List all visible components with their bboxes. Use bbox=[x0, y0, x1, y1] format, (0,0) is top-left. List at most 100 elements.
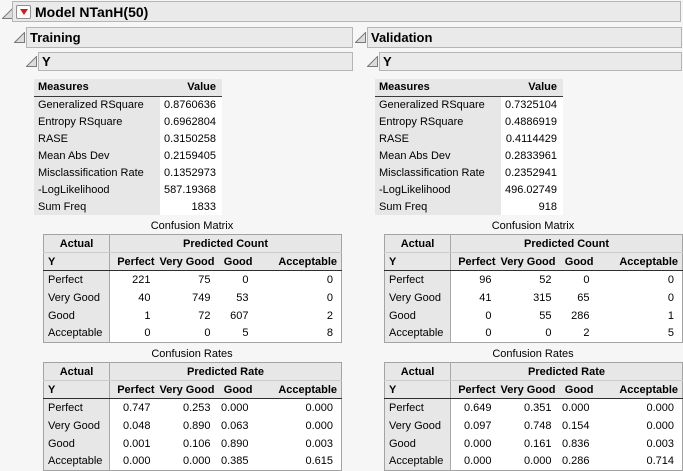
actual-category-label: Very Good bbox=[43, 288, 110, 307]
measures-row: RASE 0.3150258 bbox=[34, 130, 222, 147]
cell-value: 749 bbox=[158, 288, 219, 307]
predicted-span-header: Predicted Count bbox=[108, 234, 342, 253]
confusion-matrix-table: Actual Predicted Count Y Perfect Very Good Go… bbox=[384, 234, 683, 343]
measures-row: Sum Freq 918 bbox=[375, 198, 563, 215]
measures-row: Generalized RSquare 0.7325104 bbox=[375, 96, 563, 113]
measures-row: Mean Abs Dev 0.2833961 bbox=[375, 147, 563, 164]
actual-category-label: Very Good bbox=[43, 416, 110, 435]
category-column-header: Perfect bbox=[450, 252, 500, 271]
cell-value: 0.000 bbox=[559, 398, 598, 417]
measure-name: Mean Abs Dev bbox=[34, 147, 160, 164]
cell-value: 0.000 bbox=[450, 452, 500, 471]
confusion-row: Acceptable 0 0 2 5 bbox=[384, 324, 683, 343]
cell-value: 0.890 bbox=[158, 416, 219, 435]
measure-name: Entropy RSquare bbox=[34, 113, 160, 130]
measure-name: -LogLikelihood bbox=[34, 181, 160, 198]
actual-predicted-header-row: Actual Predicted Rate bbox=[43, 362, 342, 381]
training-content: Y Measures Value Generalized RSquare 0.8760… bbox=[14, 52, 353, 471]
cell-value: 0 bbox=[256, 270, 342, 289]
validation-title: Validation bbox=[371, 30, 433, 45]
confusion-row: Perfect 221 75 0 0 bbox=[43, 270, 342, 289]
cell-value: 607 bbox=[218, 306, 257, 325]
disclosure-triangle-icon[interactable] bbox=[14, 32, 26, 44]
cell-value: 0.003 bbox=[597, 434, 683, 453]
disclosure-triangle-icon[interactable] bbox=[26, 56, 38, 68]
category-header-row: Y Perfect Very Good Good Acceptable bbox=[384, 252, 683, 271]
cell-value: 0.000 bbox=[256, 398, 342, 417]
cell-value: 0.748 bbox=[499, 416, 560, 435]
measures-row: Entropy RSquare 0.6962804 bbox=[34, 113, 222, 130]
cell-value: 0.351 bbox=[499, 398, 560, 417]
validation-outline-header[interactable]: Validation bbox=[355, 27, 682, 48]
measure-name: Misclassification Rate bbox=[375, 164, 501, 181]
category-column-header: Acceptable bbox=[597, 252, 683, 271]
actual-header: Actual bbox=[384, 362, 451, 381]
cell-value: 0 bbox=[158, 324, 219, 343]
measure-value: 0.2352941 bbox=[501, 164, 563, 181]
actual-category-label: Good bbox=[43, 434, 110, 453]
cell-value: 0.000 bbox=[158, 452, 219, 471]
disclosure-triangle-icon[interactable] bbox=[367, 56, 379, 68]
category-column-header: Good bbox=[559, 380, 598, 399]
measures-row: -LogLikelihood 496.02749 bbox=[375, 181, 563, 198]
measure-value: 496.02749 bbox=[501, 181, 563, 198]
category-column-header: Very Good bbox=[499, 380, 560, 399]
cell-value: 41 bbox=[450, 288, 500, 307]
confusion-row: Perfect 0.649 0.351 0.000 0.000 bbox=[384, 398, 683, 417]
measure-value: 0.2833961 bbox=[501, 147, 563, 164]
cell-value: 0 bbox=[450, 306, 500, 325]
actual-predicted-header-row: Actual Predicted Rate bbox=[384, 362, 683, 381]
category-column-header: Perfect bbox=[450, 380, 500, 399]
actual-category-label: Acceptable bbox=[43, 452, 110, 471]
actual-category-label: Very Good bbox=[384, 416, 451, 435]
category-column-header: Good bbox=[218, 380, 257, 399]
confusion-row: Good 1 72 607 2 bbox=[43, 306, 342, 325]
measure-value: 0.6962804 bbox=[160, 113, 222, 130]
cell-value: 0.003 bbox=[256, 434, 342, 453]
confusion-row: Very Good 0.097 0.748 0.154 0.000 bbox=[384, 416, 683, 435]
category-header-row: Y Perfect Very Good Good Acceptable bbox=[384, 380, 683, 399]
y-title: Y bbox=[383, 54, 392, 69]
red-triangle-menu-button[interactable] bbox=[16, 4, 31, 19]
actual-category-label: Good bbox=[384, 306, 451, 325]
cell-value: 0.097 bbox=[450, 416, 500, 435]
measure-value: 1833 bbox=[160, 198, 222, 215]
cell-value: 0.000 bbox=[218, 398, 257, 417]
y-outline-header[interactable]: Y bbox=[26, 52, 353, 71]
cell-value: 0.714 bbox=[597, 452, 683, 471]
confusion-matrix-title: Confusion Matrix bbox=[150, 220, 234, 232]
y-column-header: Y bbox=[384, 380, 451, 399]
confusion-matrix-block: Confusion Matrix Actual Predicted Count Y P… bbox=[384, 220, 683, 343]
cell-value: 0.001 bbox=[109, 434, 159, 453]
actual-category-label: Perfect bbox=[43, 398, 110, 417]
training-outline-header[interactable]: Training bbox=[14, 27, 353, 48]
cell-value: 221 bbox=[109, 270, 159, 289]
confusion-row: Good 0.001 0.106 0.890 0.003 bbox=[43, 434, 342, 453]
measure-value: 0.4114429 bbox=[501, 130, 563, 147]
disclosure-triangle-icon[interactable] bbox=[355, 32, 367, 44]
value-column-header: Value bbox=[501, 79, 563, 97]
measures-header-row: Measures Value bbox=[34, 79, 222, 97]
model-outline-header[interactable]: Model NTanH(50) bbox=[12, 1, 681, 22]
cell-value: 0 bbox=[559, 270, 598, 289]
category-column-header: Very Good bbox=[499, 252, 560, 271]
y-outline-header[interactable]: Y bbox=[367, 52, 682, 71]
cell-value: 0.747 bbox=[109, 398, 159, 417]
cell-value: 0.615 bbox=[256, 452, 342, 471]
confusion-row: Acceptable 0 0 5 8 bbox=[43, 324, 342, 343]
confusion-matrix-title: Confusion Matrix bbox=[491, 220, 575, 232]
cell-value: 0.836 bbox=[559, 434, 598, 453]
measures-table: Measures Value Generalized RSquare 0.876063… bbox=[34, 79, 222, 215]
measure-name: RASE bbox=[34, 130, 160, 147]
cell-value: 0.063 bbox=[218, 416, 257, 435]
actual-category-label: Good bbox=[43, 306, 110, 325]
category-column-header: Good bbox=[218, 252, 257, 271]
validation-content: Y Measures Value Generalized RSquare 0.7325… bbox=[355, 52, 683, 471]
measure-name: Misclassification Rate bbox=[34, 164, 160, 181]
cell-value: 315 bbox=[499, 288, 560, 307]
cell-value: 65 bbox=[559, 288, 598, 307]
measure-name: Sum Freq bbox=[375, 198, 501, 215]
red-triangle-icon bbox=[19, 8, 28, 15]
actual-category-label: Very Good bbox=[384, 288, 451, 307]
confusion-rates-block: Confusion Rates Actual Predicted Rate Y Per… bbox=[43, 348, 343, 471]
